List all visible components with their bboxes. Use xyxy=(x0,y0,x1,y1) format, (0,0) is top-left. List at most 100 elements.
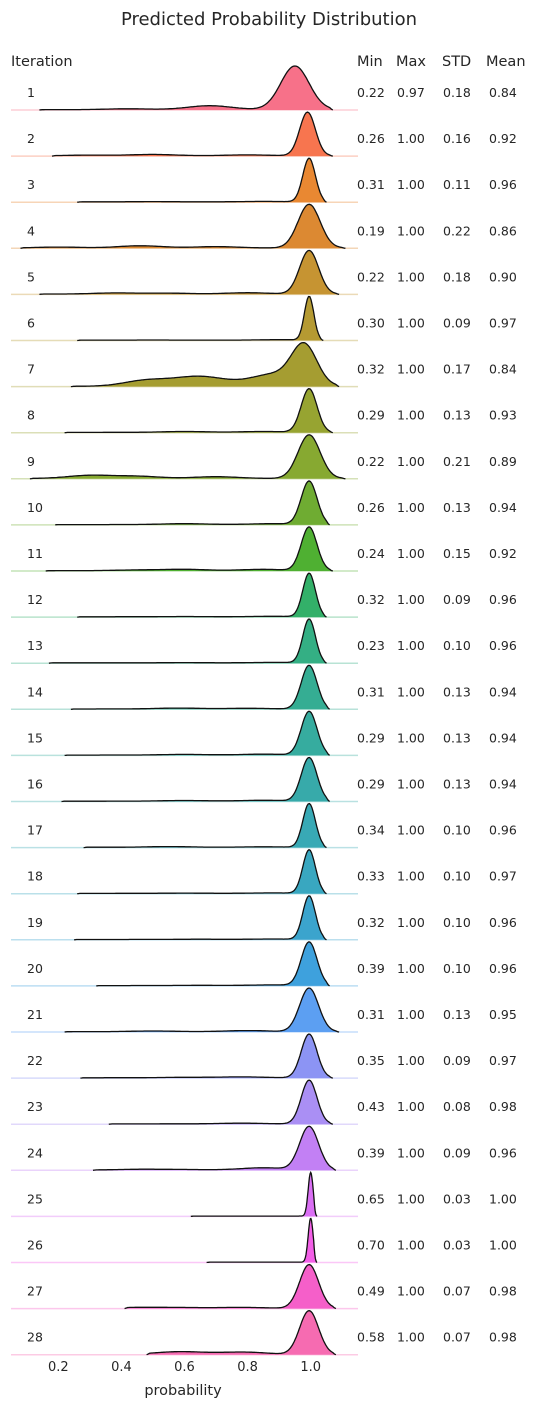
stat-mean: 0.98 xyxy=(489,1099,517,1114)
ridge-row: 5 0.22 1.00 0.18 0.90 xyxy=(11,249,517,296)
x-tick-label: 0.6 xyxy=(174,1360,195,1375)
stat-mean: 1.00 xyxy=(489,1191,517,1206)
min-header: Min xyxy=(357,54,383,70)
ridge-outline xyxy=(190,1170,318,1218)
ridge-row: 6 0.30 1.00 0.09 0.97 xyxy=(11,295,517,342)
stat-max: 1.00 xyxy=(397,500,425,515)
stat-mean: 0.86 xyxy=(489,223,517,238)
iteration-label: 20 xyxy=(27,961,43,976)
stat-min: 0.22 xyxy=(357,85,385,100)
x-tick-label: 0.4 xyxy=(111,1360,132,1375)
ridge-row: 8 0.29 1.00 0.13 0.93 xyxy=(11,388,517,434)
ridge-outline xyxy=(64,388,334,434)
stat-max: 1.00 xyxy=(397,684,425,699)
stat-min: 0.22 xyxy=(357,454,385,469)
stat-mean: 0.96 xyxy=(489,915,517,930)
stat-max: 1.00 xyxy=(397,1191,425,1206)
ridge-area xyxy=(83,803,327,848)
stat-mean: 0.92 xyxy=(489,131,517,146)
ridge-outline xyxy=(70,341,340,388)
stat-max: 1.00 xyxy=(397,1145,425,1160)
stat-min: 0.23 xyxy=(357,638,385,653)
stat-min: 0.49 xyxy=(357,1284,385,1299)
ridge-row: 25 0.65 1.00 0.03 1.00 xyxy=(11,1170,517,1218)
iteration-label: 5 xyxy=(27,269,35,284)
stat-mean: 0.96 xyxy=(489,823,517,838)
stat-mean: 0.97 xyxy=(489,1053,517,1068)
stat-mean: 0.96 xyxy=(489,592,517,607)
ridge-row: 22 0.35 1.00 0.09 0.97 xyxy=(11,1033,517,1079)
stat-min: 0.58 xyxy=(357,1330,385,1345)
ridge-area xyxy=(45,527,333,571)
ridge-outline xyxy=(124,1263,337,1310)
stat-mean: 0.96 xyxy=(489,961,517,976)
ridge-outline xyxy=(39,249,340,296)
ridge-row: 14 0.31 1.00 0.13 0.94 xyxy=(11,664,517,711)
ridge-area xyxy=(39,66,333,110)
x-axis: 0.2 0.4 0.6 0.8 1.0 xyxy=(48,1360,321,1375)
ridge-outline xyxy=(61,756,331,803)
iteration-label: 17 xyxy=(27,823,43,838)
stat-min: 0.33 xyxy=(357,869,385,884)
stat-max: 1.00 xyxy=(397,638,425,653)
stat-std: 0.03 xyxy=(443,1191,471,1206)
iteration-label: 22 xyxy=(27,1053,43,1068)
stat-mean: 0.98 xyxy=(489,1330,517,1345)
ridge-area xyxy=(39,250,340,295)
ridge-area xyxy=(146,1310,336,1355)
stat-std: 0.18 xyxy=(443,85,471,100)
stat-std: 0.17 xyxy=(443,362,471,377)
stat-std: 0.10 xyxy=(443,869,471,884)
ridge-area xyxy=(55,480,330,525)
ridge-area xyxy=(70,342,340,387)
iteration-label: 19 xyxy=(27,915,43,930)
stat-std: 0.10 xyxy=(443,961,471,976)
stat-std: 0.03 xyxy=(443,1238,471,1253)
ridge-outline xyxy=(74,895,327,941)
stat-min: 0.39 xyxy=(357,1145,385,1160)
stat-std: 0.13 xyxy=(443,730,471,745)
stat-mean: 0.95 xyxy=(489,1007,517,1022)
ridge-row: 3 0.31 1.00 0.11 0.96 xyxy=(11,157,517,203)
ridge-row: 16 0.29 1.00 0.13 0.94 xyxy=(11,756,517,803)
ridge-outline xyxy=(51,111,333,157)
stat-std: 0.09 xyxy=(443,1053,471,1068)
stat-max: 1.00 xyxy=(397,730,425,745)
stat-min: 0.34 xyxy=(357,823,385,838)
ridge-area xyxy=(20,204,346,249)
ridge-outline xyxy=(39,65,334,111)
ridge-row: 4 0.19 1.00 0.22 0.86 xyxy=(11,203,517,250)
ridge-row: 21 0.31 1.00 0.13 0.95 xyxy=(11,987,517,1033)
stat-min: 0.31 xyxy=(357,684,385,699)
stat-min: 0.29 xyxy=(357,730,385,745)
ridge-row: 11 0.24 1.00 0.15 0.92 xyxy=(11,526,517,572)
stat-max: 1.00 xyxy=(397,1007,425,1022)
ridge-outline xyxy=(20,203,346,249)
stat-std: 0.18 xyxy=(443,269,471,284)
stat-max: 1.00 xyxy=(397,177,425,192)
ridge-outline xyxy=(146,1310,337,1356)
iteration-label: 21 xyxy=(27,1007,43,1022)
stat-max: 1.00 xyxy=(397,131,425,146)
ridge-row: 2 0.26 1.00 0.16 0.92 xyxy=(11,111,517,157)
ridge-area xyxy=(77,849,327,894)
stat-min: 0.31 xyxy=(357,177,385,192)
stat-max: 1.00 xyxy=(397,1053,425,1068)
stat-std: 0.10 xyxy=(443,638,471,653)
iteration-label: 6 xyxy=(27,316,35,331)
stat-mean: 0.98 xyxy=(489,1284,517,1299)
ridge-outline xyxy=(77,572,327,618)
ridge-area xyxy=(52,112,333,157)
stat-mean: 0.94 xyxy=(489,730,517,745)
ridge-row: 12 0.32 1.00 0.09 0.96 xyxy=(11,572,517,618)
ridge-outline xyxy=(96,941,330,987)
stat-mean: 0.97 xyxy=(489,869,517,884)
stat-max: 1.00 xyxy=(397,223,425,238)
stat-std: 0.16 xyxy=(443,131,471,146)
ridge-area xyxy=(64,711,330,756)
stat-std: 0.21 xyxy=(443,454,471,469)
stat-min: 0.39 xyxy=(357,961,385,976)
iteration-label: 13 xyxy=(27,638,43,653)
ridge-area xyxy=(29,434,346,479)
stat-std: 0.22 xyxy=(443,223,471,238)
